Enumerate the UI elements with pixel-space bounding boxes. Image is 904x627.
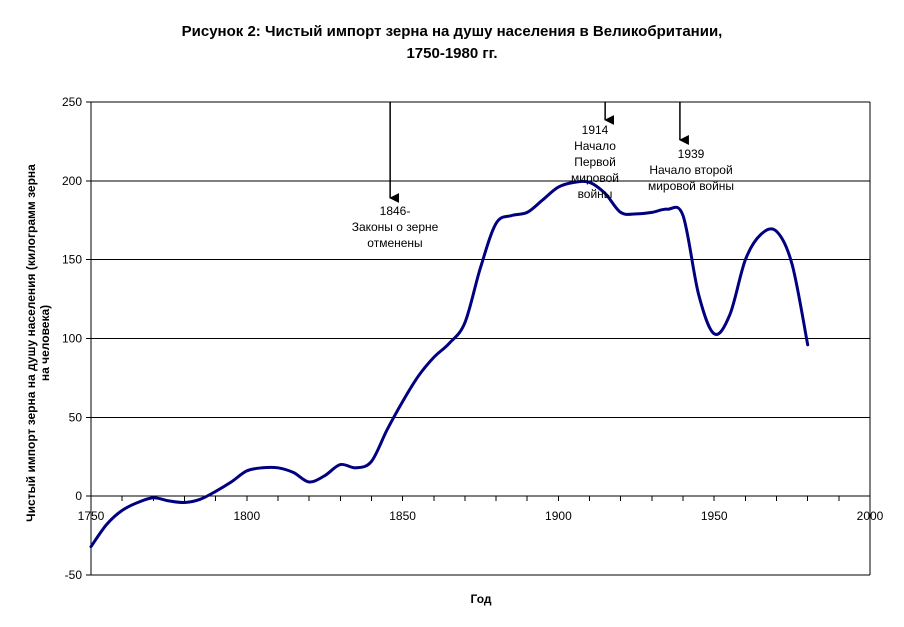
series-line-0 (89, 179, 810, 549)
y-tick-label: 250 (62, 95, 82, 109)
x-tick-label: 1900 (545, 509, 572, 523)
y-tick-label: 50 (69, 410, 83, 424)
x-tick-label: 1750 (78, 509, 105, 523)
y-axis-title-line-1: Чистый импорт зерна на душу населения (к… (24, 164, 38, 522)
annotations-layer: 1846- Законы о зерне отменены 1914 Начало Пер… (352, 102, 734, 250)
annotation-text-1939-line-2: мировой войны (648, 179, 734, 193)
annotation-text-1846-line-2: отменены (367, 236, 422, 250)
annotation-text-1915-line-2: Первой (574, 155, 616, 169)
y-tick-label: 200 (62, 174, 82, 188)
grid-layer (91, 101, 870, 497)
annotation-text-1846-line-0: 1846- (380, 204, 411, 218)
y-tick-label: 150 (62, 253, 82, 267)
annotation-text-1915-line-1: Начало (574, 139, 616, 153)
chart-title-line-2: 1750-1980 гг. (406, 45, 498, 62)
x-tick-label: 1950 (701, 509, 728, 523)
annotation-text-1939-line-0: 1939 (678, 147, 705, 161)
x-tick-label: 2000 (857, 509, 884, 523)
x-tick-label: 1800 (233, 509, 260, 523)
y-tick-label: 0 (75, 489, 82, 503)
chart-title-line-1: Рисунок 2: Чистый импорт зерна на душу н… (181, 23, 723, 40)
y-tick-label: 100 (62, 332, 82, 346)
ticks-layer: 250 200 150 100 50 0 -50 1750 1800 1850 1900 1950 20… (62, 95, 884, 582)
annotation-text-1915-line-3: мировой (571, 171, 619, 185)
y-axis-title-line-2: на человека) (38, 305, 52, 381)
x-tick-label: 1850 (389, 509, 416, 523)
y-tick-label: -50 (65, 568, 83, 582)
x-axis-title: Год (471, 592, 492, 606)
series-layer (89, 179, 810, 549)
annotation-text-1939-line-1: Начало второй (649, 163, 732, 177)
annotation-text-1846-line-1: Законы о зерне (352, 220, 439, 234)
annotation-text-1915-line-0: 1914 (582, 123, 609, 137)
annotation-text-1915-line-4: войны (578, 187, 613, 201)
